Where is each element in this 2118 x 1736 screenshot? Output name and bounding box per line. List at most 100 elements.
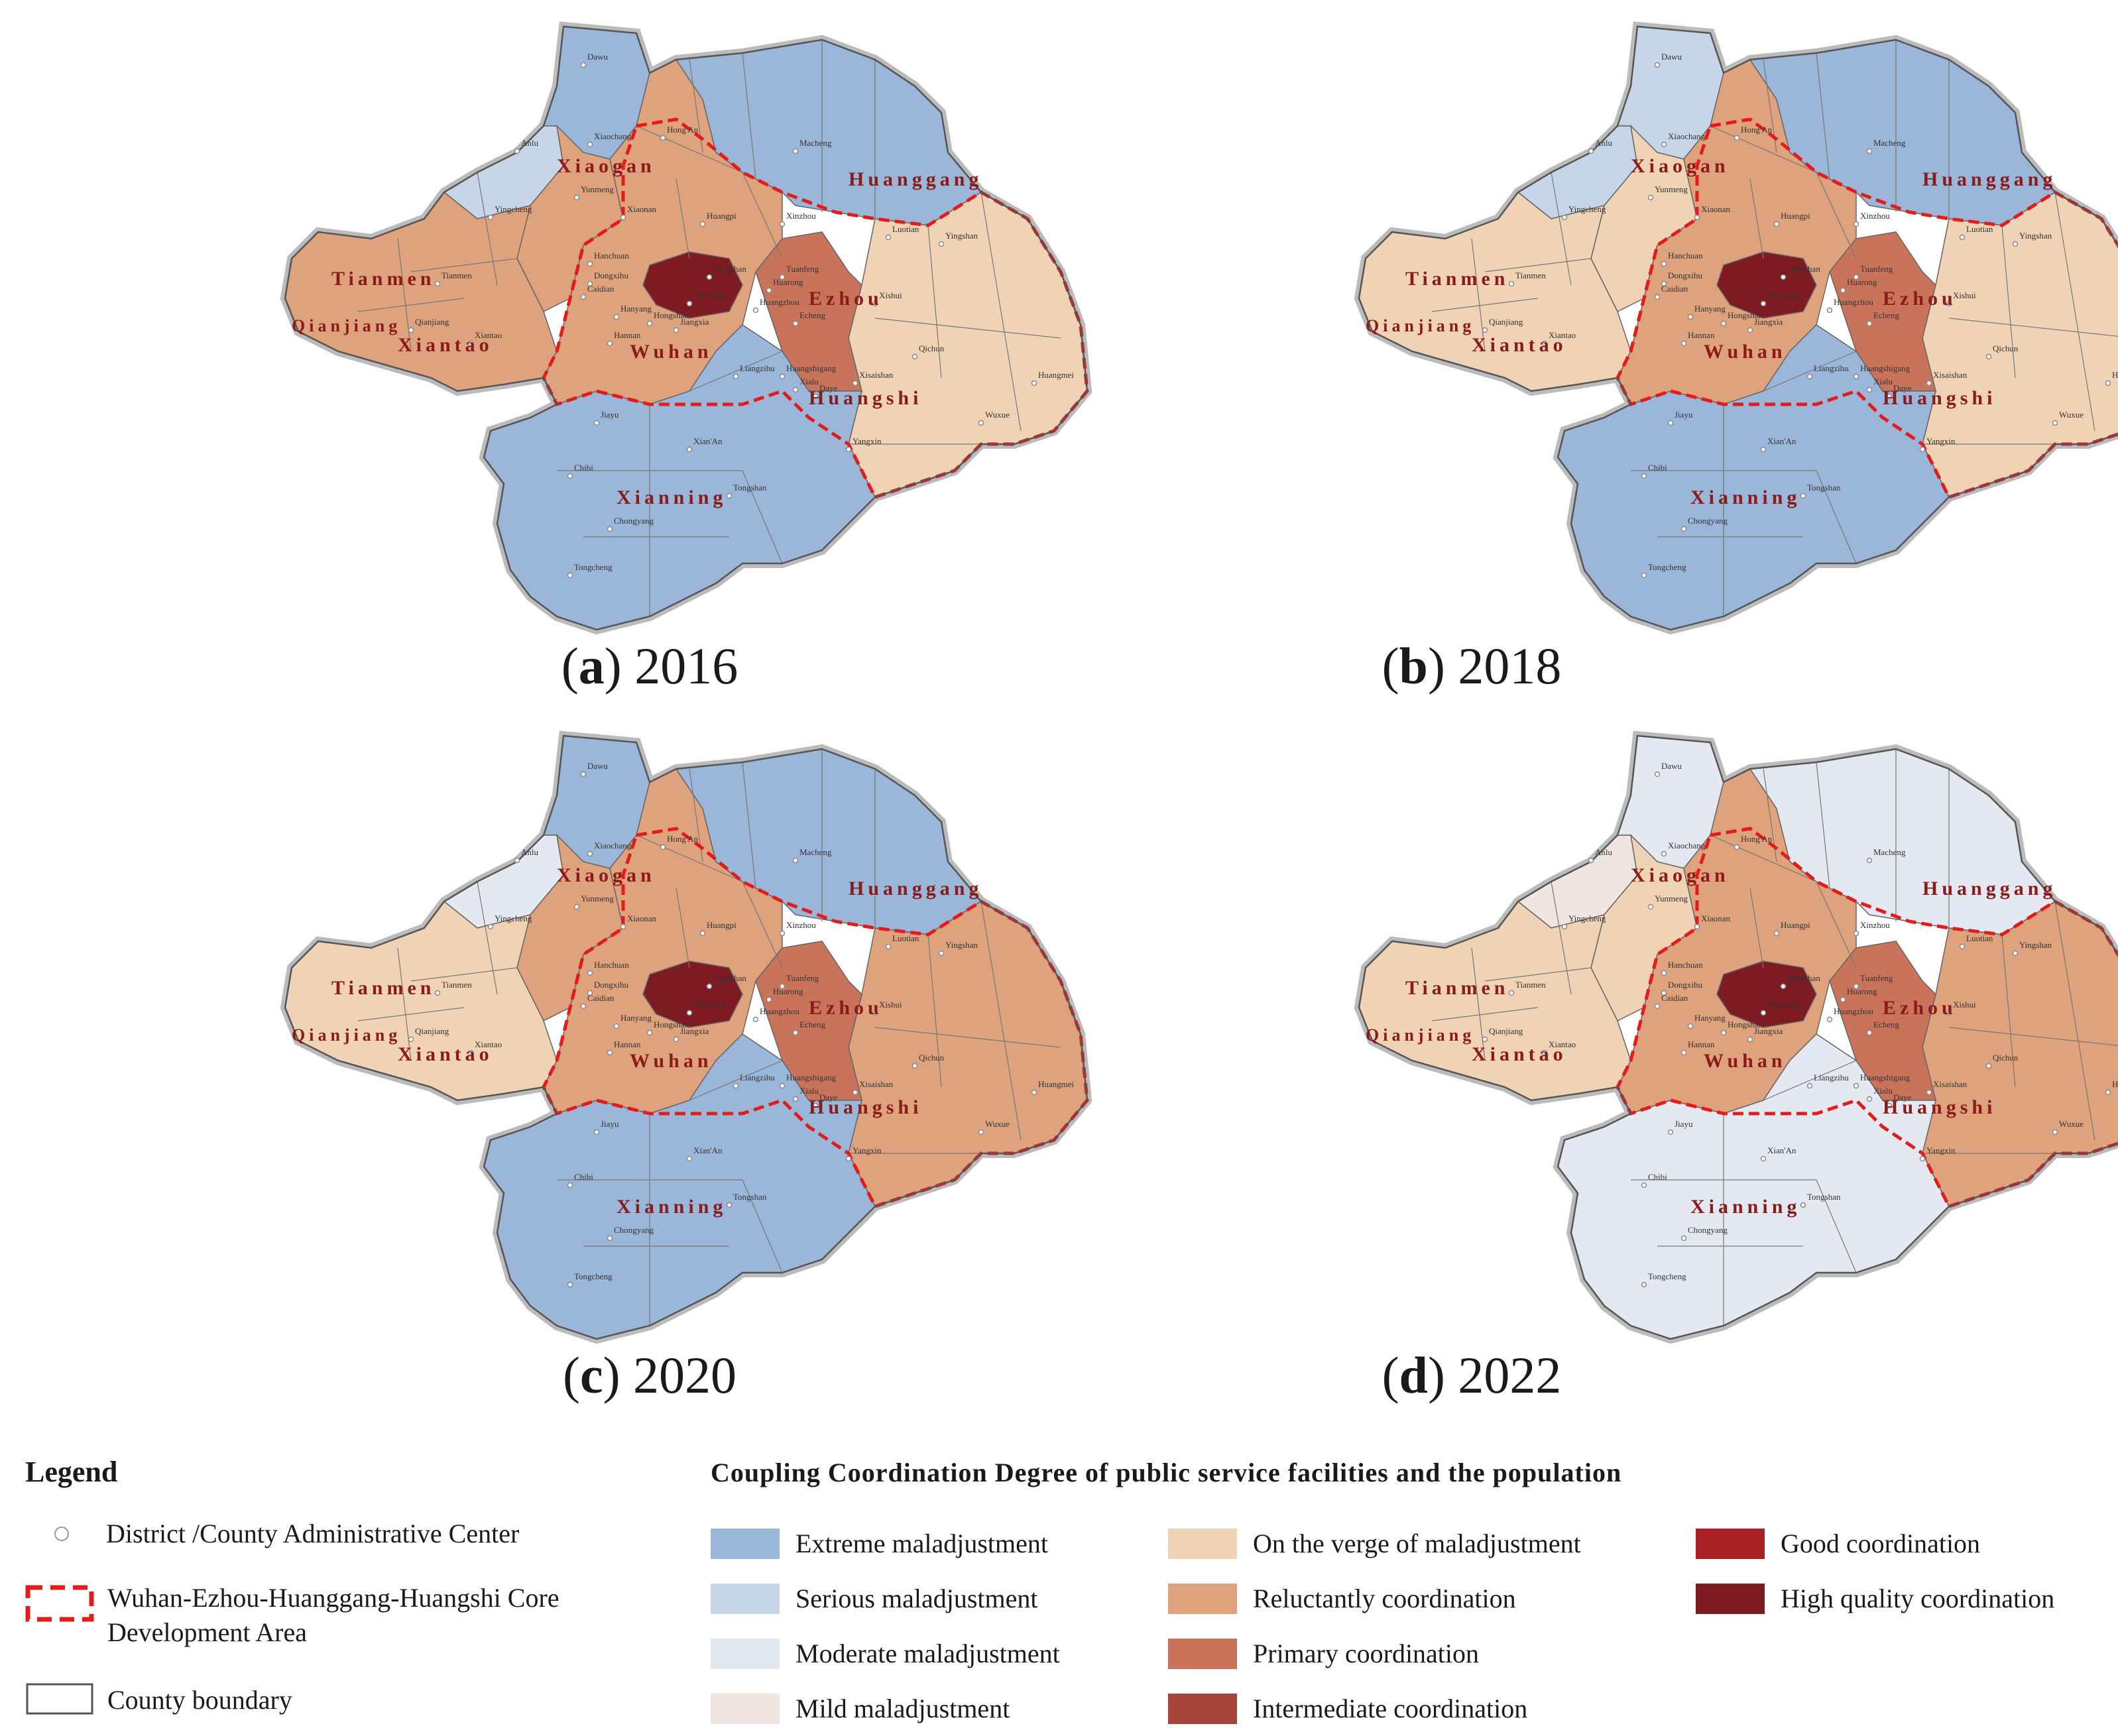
admin-center-icon [587,260,593,267]
swatch-high [1696,1583,1765,1614]
admin-center-icon [1959,943,1966,950]
region-west [284,191,558,392]
county-line [2054,192,2095,432]
county-label: Liangzihu [1814,1072,1849,1082]
county-label: Daye [819,1092,838,1102]
county-label: Jiayu [601,1119,619,1129]
county-label: Hongshan [1728,1019,1763,1029]
county-line [1948,1027,2118,1046]
legend-county-boundary-label: County boundary [107,1684,292,1715]
county-label: Qianjiang [415,1026,449,1036]
admin-center-icon [1866,148,1873,154]
county-label: Huangzhou [1834,1006,1873,1016]
admin-center-icon [1687,314,1694,320]
county-label: Jiayu [1675,1119,1693,1129]
county-label: Xishui [879,1000,902,1010]
admin-center-icon [686,1155,693,1162]
admin-center-icon [567,473,573,479]
admin-center-icon [779,221,786,227]
county-line [397,238,412,352]
county-label: Chibi [1648,463,1667,473]
county-label: Daye [819,383,838,393]
legend-county-boundary: County boundary [25,1682,292,1717]
ccd-class-label: Moderate maladjustment [795,1639,1060,1668]
county-line [1551,172,1572,286]
admin-center-icon [726,492,733,499]
admin-center-icon [706,983,713,990]
county-label: Tongcheng [1648,562,1686,572]
admin-center-icon [752,1016,759,1023]
admin-center-icon [1773,930,1780,937]
admin-center-icon [2052,420,2058,426]
region-core [1716,251,1817,319]
county-label: Yingcheng [495,913,532,923]
county-label: Macheng [1873,847,1906,857]
county-label: Caidian [587,993,615,1003]
admin-center-icon [1661,970,1667,976]
city-label: Ezhou [1883,997,1957,1019]
county-label: Huarong [773,277,803,287]
admin-center-icon [1760,300,1767,307]
admin-center-icon [607,1049,613,1056]
county-label: Tongcheng [574,562,613,572]
admin-center-icon [1654,294,1661,300]
county-line [1816,172,1857,259]
admin-center-icon [1661,141,1667,148]
admin-center-icon [573,194,580,201]
admin-center-icon [2105,380,2111,386]
admin-center-icon [1780,983,1787,990]
county-line [1948,318,2118,337]
county-label: Yangxin [853,1145,882,1155]
admin-center-icon [1641,1182,1647,1188]
admin-center-icon [467,1049,474,1056]
admin-center-icon [580,294,587,300]
admin-center-icon [1760,1155,1767,1162]
ccd-class-label: Good coordination [1781,1529,1981,1558]
admin-center-icon [1694,214,1700,221]
county-label: Hongshan [654,1019,689,1029]
city-label: Xiaogan [1631,155,1730,177]
ccd-class-extreme: Extreme maladjustment [711,1528,1048,1559]
county-label: Xian'An [1767,436,1796,446]
admin-center-icon [1853,983,1859,990]
admin-center-icon [1720,1029,1727,1036]
city-label: Xiantao [1472,334,1567,356]
admin-center-icon [1760,1010,1767,1016]
admin-center-icon [752,307,759,314]
city-label: Wuhan [630,1050,713,1072]
county-label: Yingcheng [1568,204,1606,214]
county-line [477,172,498,286]
admin-center-icon [1985,1063,1992,1069]
county-line [1484,258,1592,272]
county-label: Wuchang [1767,1000,1800,1010]
county-line [980,901,1022,1141]
county-label: Xiantao [1549,1039,1576,1049]
county-label: Luotian [1966,933,1993,943]
admin-center-icon [872,300,878,307]
region-core [642,251,743,319]
county-label: Yingshan [2019,231,2052,241]
county-label: Qichun [1993,343,2019,353]
county-label: Huangpi [1781,211,1810,221]
county-line [357,298,465,312]
county-label: Dawu [1661,761,1682,771]
county-line [2001,225,2016,378]
county-label: Hanyang [1694,1013,1726,1023]
county-line [1816,881,1857,968]
county-label: Tianmen [1515,980,1546,990]
county-line [874,1027,1061,1048]
county-label: Xisaishan [1933,370,1968,380]
county-label: Hanyang [620,304,652,314]
admin-center-icon [699,221,706,227]
admin-center-icon [699,930,706,937]
admin-center-icon [1773,221,1780,227]
admin-center-icon [912,1063,918,1069]
admin-center-icon [613,1023,620,1029]
county-boundary-icon [26,1683,93,1715]
county-label: Huarong [1847,277,1877,287]
county-label: Xinzhou [1860,211,1890,221]
map-outline [1358,25,2118,631]
county-label: Hong'An [1741,834,1773,844]
ccd-title: Coupling Coordination Degree of public s… [711,1458,1622,1487]
ccd-class-moderate: Moderate maladjustment [711,1638,1060,1669]
